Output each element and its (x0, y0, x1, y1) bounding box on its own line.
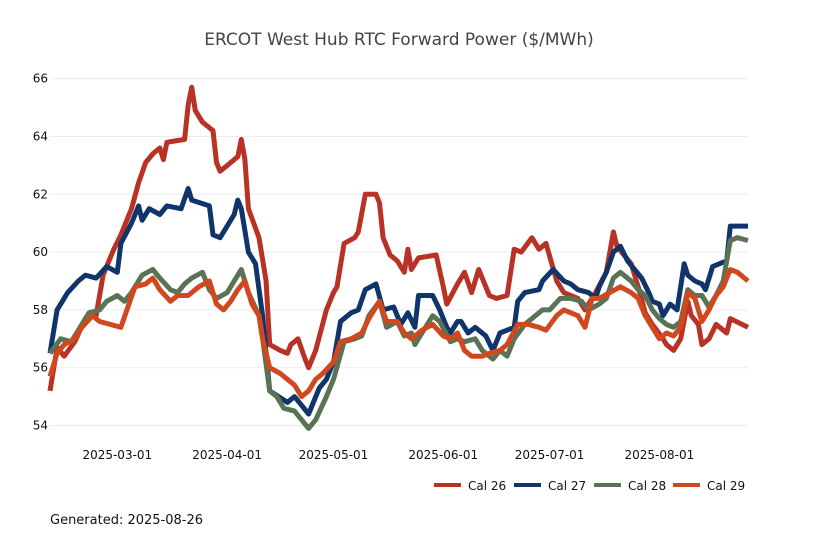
legend-item: Cal 27 (514, 479, 586, 493)
y-tick-label: 54 (33, 419, 48, 433)
x-tick-label: 2025-08-01 (625, 448, 695, 462)
y-tick-label: 58 (33, 303, 48, 317)
x-tick-label: 2025-04-01 (192, 448, 262, 462)
x-axis-ticks: 2025-03-01 2025-04-01 2025-05-01 2025-06-01… (82, 448, 694, 462)
x-tick-label: 2025-05-01 (299, 448, 369, 462)
legend-label: Cal 27 (548, 479, 586, 493)
x-tick-label: 2025-06-01 (408, 448, 478, 462)
series-line-cal-27 (47, 186, 748, 417)
legend-item: Cal 29 (673, 479, 745, 493)
series-lines (47, 84, 750, 431)
legend-item: Cal 26 (434, 479, 506, 493)
y-tick-label: 66 (33, 72, 48, 86)
legend-label: Cal 28 (628, 479, 666, 493)
x-tick-label: 2025-03-01 (82, 448, 152, 462)
legend-label: Cal 29 (707, 479, 745, 493)
y-tick-label: 60 (33, 245, 48, 259)
series-line-cal-26 (47, 84, 750, 392)
generated-date-text: Generated: 2025-08-26 (50, 513, 204, 528)
legend-item: Cal 28 (594, 479, 666, 493)
chart-title: ERCOT West Hub RTC Forward Power ($/MWh) (204, 30, 594, 50)
series-line-cal-29 (47, 267, 750, 400)
y-tick-label: 64 (33, 129, 48, 143)
legend: Cal 26 Cal 27 Cal 28 Cal 29 (434, 479, 745, 493)
y-axis-ticks: 54 56 58 60 62 64 66 (33, 72, 48, 433)
y-tick-label: 56 (33, 361, 48, 375)
grid-lines (50, 78, 748, 427)
x-tick-label: 2025-07-01 (515, 448, 585, 462)
legend-label: Cal 26 (468, 479, 506, 493)
y-tick-label: 62 (33, 187, 48, 201)
